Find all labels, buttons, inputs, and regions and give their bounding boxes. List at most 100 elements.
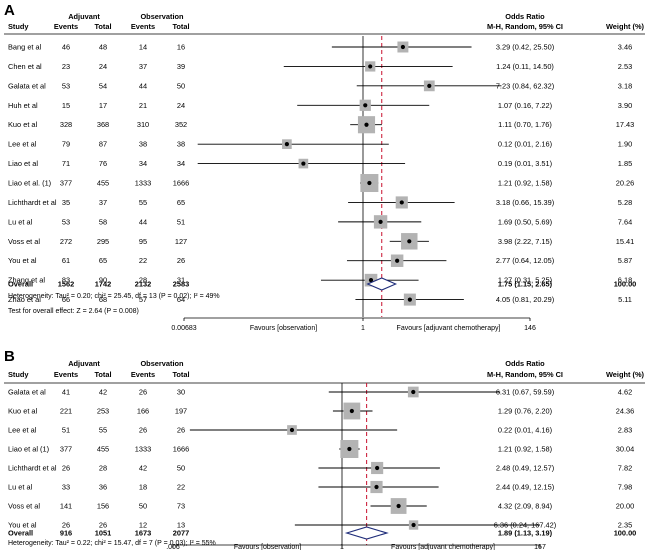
overall-weight: 100.00 — [614, 280, 637, 289]
study-weight: 7.64 — [618, 217, 632, 226]
study-name: Huh et al — [8, 101, 38, 110]
study-point-estimate — [407, 297, 412, 302]
study-events-observation: 28 — [139, 276, 147, 285]
study-or-ci: 2.77 (0.64, 12.05) — [496, 256, 554, 265]
study-events-adjuvant: 328 — [60, 120, 72, 129]
study-point-estimate — [374, 484, 379, 490]
header-or-title: Odds Ratio — [505, 359, 545, 368]
header-total-observation: Total — [172, 370, 189, 379]
study-total-observation: 1666 — [173, 445, 189, 454]
study-or-ci: 1.24 (0.11, 14.50) — [496, 62, 554, 71]
study-events-observation: 21 — [139, 101, 147, 110]
study-weight: 3.18 — [618, 81, 632, 90]
study-point-estimate — [411, 389, 416, 395]
overall-events-observation: 1673 — [135, 529, 151, 538]
study-events-adjuvant: 46 — [62, 43, 70, 52]
study-name: Lee et al — [8, 140, 37, 149]
heterogeneity-text: Heterogeneity: Tau² = 0.22; chi² = 15.47… — [8, 540, 216, 547]
study-weight: 2.83 — [618, 426, 632, 435]
study-total-observation: 24 — [177, 101, 185, 110]
study-events-observation: 57 — [139, 295, 147, 304]
study-events-observation: 166 — [137, 407, 149, 416]
study-point-estimate — [396, 503, 401, 509]
study-name: Zhang et al — [8, 276, 45, 285]
header-study: Study — [8, 370, 29, 379]
header-events-observation: Events — [131, 22, 155, 31]
study-or-ci: 2.44 (0.49, 12.15) — [496, 483, 554, 492]
study-events-adjuvant: 26 — [62, 521, 70, 530]
study-name: Voss et al — [8, 502, 40, 511]
study-total-observation: 197 — [175, 407, 187, 416]
header-group-adjuvant: Adjuvant — [68, 359, 100, 368]
study-point-estimate — [395, 258, 400, 263]
study-total-observation: 50 — [177, 81, 185, 90]
overall-events-adjuvant: 916 — [60, 529, 72, 538]
study-events-observation: 44 — [139, 217, 147, 226]
study-name: Kuo et al — [8, 407, 38, 416]
study-weight: 4.62 — [618, 388, 632, 397]
x-axis-tick-label: .006 — [166, 544, 180, 550]
study-point-estimate — [289, 427, 295, 433]
study-total-adjuvant: 295 — [97, 237, 109, 246]
study-point-estimate — [363, 103, 368, 108]
study-total-adjuvant: 455 — [97, 445, 109, 454]
study-events-adjuvant: 79 — [62, 140, 70, 149]
study-name: Voss et al — [8, 237, 40, 246]
study-weight: 2.53 — [618, 62, 632, 71]
overall-total-adjuvant: 1742 — [95, 280, 111, 289]
axis-favours-adjuvant: Favours [adjuvant chemotherapy] — [397, 325, 501, 332]
study-name: Bang et al — [8, 43, 42, 52]
study-events-adjuvant: 141 — [60, 502, 72, 511]
study-events-adjuvant: 377 — [60, 445, 72, 454]
x-axis-tick-label: 146 — [524, 325, 536, 332]
header-total-adjuvant: Total — [94, 22, 111, 31]
study-total-observation: 73 — [177, 502, 185, 511]
study-or-ci: 0.12 (0.01, 2.16) — [498, 140, 552, 149]
study-point-estimate — [400, 44, 406, 50]
study-weight: 24.36 — [616, 407, 635, 416]
header-total-observation: Total — [172, 22, 189, 31]
header-or-sub: M-H, Random, 95% CI — [487, 370, 563, 379]
study-events-adjuvant: 33 — [62, 483, 70, 492]
study-weight: 30.04 — [616, 445, 635, 454]
header-weight: Weight (%) — [606, 22, 645, 31]
study-events-observation: 34 — [139, 159, 147, 168]
study-point-estimate — [347, 446, 352, 452]
study-total-adjuvant: 26 — [99, 521, 107, 530]
header-or-sub: M-H, Random, 95% CI — [487, 22, 563, 31]
header-events-observation: Events — [131, 370, 155, 379]
study-point-estimate — [367, 180, 372, 186]
overall-label: Overall — [8, 529, 33, 538]
study-total-observation: 26 — [177, 256, 185, 265]
study-events-adjuvant: 53 — [62, 217, 70, 226]
study-total-adjuvant: 368 — [97, 120, 109, 129]
header-group-observation: Observation — [140, 359, 184, 368]
study-total-observation: 38 — [177, 140, 185, 149]
study-events-observation: 44 — [139, 81, 147, 90]
header-events-adjuvant: Events — [54, 22, 78, 31]
header-group-observation: Observation — [140, 12, 184, 21]
study-events-adjuvant: 53 — [62, 81, 70, 90]
study-total-adjuvant: 253 — [97, 407, 109, 416]
study-total-adjuvant: 156 — [97, 502, 109, 511]
study-name: Zhao et al — [8, 295, 41, 304]
study-or-ci: 2.48 (0.49, 12.57) — [496, 464, 554, 473]
x-axis-tick-label: 0.00683 — [171, 325, 196, 332]
study-name: Lee et al — [8, 426, 37, 435]
study-total-observation: 26 — [177, 426, 185, 435]
study-total-adjuvant: 455 — [97, 179, 109, 188]
study-point-estimate — [399, 200, 404, 205]
study-point-estimate — [427, 83, 432, 88]
overall-diamond — [366, 277, 398, 291]
study-total-observation: 352 — [175, 120, 187, 129]
study-total-observation: 50 — [177, 464, 185, 473]
panel-letter-A: A — [4, 2, 15, 19]
study-or-ci: 1.69 (0.50, 5.69) — [498, 217, 552, 226]
study-point-estimate — [375, 465, 380, 471]
study-or-ci: 1.11 (0.70, 1.76) — [498, 120, 552, 129]
study-or-ci: 1.21 (0.92, 1.58) — [498, 445, 552, 454]
overall-events-adjuvant: 1562 — [58, 280, 74, 289]
study-or-ci: 0.22 (0.01, 4.16) — [498, 426, 552, 435]
study-events-observation: 95 — [139, 237, 147, 246]
